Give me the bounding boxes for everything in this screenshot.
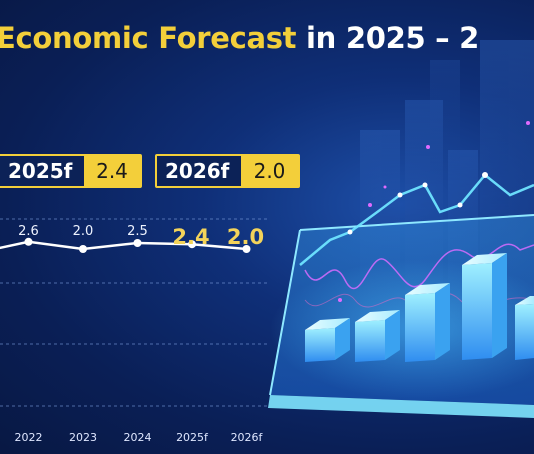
data-point-2022 bbox=[24, 237, 33, 246]
x-tick-2022: 2022 bbox=[15, 431, 43, 444]
x-tick-2024: 2024 bbox=[124, 431, 152, 444]
badge-2025-value: 2.4 bbox=[84, 156, 140, 186]
chart-gridlines bbox=[0, 218, 270, 407]
data-point-2023 bbox=[79, 245, 87, 253]
badge-2026-value: 2.0 bbox=[241, 156, 298, 186]
x-tick-2023: 2023 bbox=[69, 431, 97, 444]
value-label-2022: 2.6 bbox=[18, 224, 39, 239]
chart-line-group bbox=[0, 240, 247, 251]
chart-points-group bbox=[24, 237, 251, 253]
badge-2026-label: 2026f bbox=[157, 156, 241, 186]
title-years: in 2025 – 2 bbox=[306, 21, 480, 55]
value-label-2023: 2.0 bbox=[73, 224, 94, 239]
value-label-2026f: 2.0 bbox=[227, 225, 264, 249]
title-main: Economic Forecast bbox=[0, 21, 297, 55]
value-label-2025f: 2.4 bbox=[172, 225, 209, 249]
series-line bbox=[0, 240, 247, 251]
badge-2025-forecast: 2025f 2.4 bbox=[0, 154, 142, 188]
3d-bars bbox=[305, 253, 534, 362]
badge-2025-label: 2025f bbox=[0, 156, 84, 186]
page-title: Economic Forecast in 2025 – 2 bbox=[0, 18, 479, 58]
data-point-2024 bbox=[133, 239, 142, 247]
data-point-2026f bbox=[242, 245, 251, 253]
sparkle-dots bbox=[338, 121, 530, 302]
data-point-2025f bbox=[188, 240, 196, 249]
chart-value-labels: 2.6 2.0 2.5 2.4 2.0 bbox=[18, 224, 264, 249]
value-label-2024: 2.5 bbox=[127, 224, 148, 239]
badge-2026-forecast: 2026f 2.0 bbox=[155, 154, 300, 188]
chart-x-labels: 2022 2023 2024 2025f 2026f bbox=[15, 431, 264, 444]
trend-dots bbox=[347, 172, 488, 235]
x-tick-2026f: 2026f bbox=[231, 431, 264, 444]
x-tick-2025f: 2025f bbox=[176, 431, 209, 444]
